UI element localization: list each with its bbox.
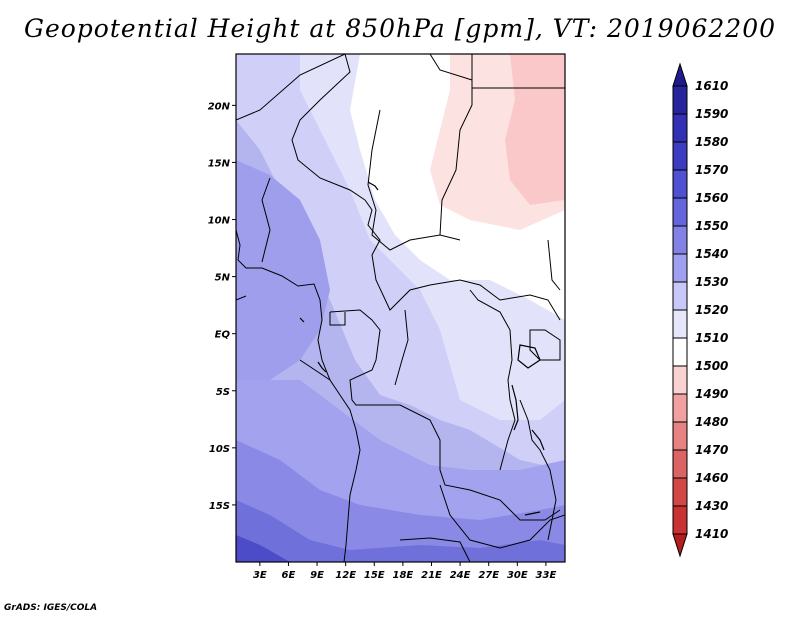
map-frame: [236, 54, 565, 562]
colorbar-swatch: [672, 141, 688, 171]
field-1560-band: [236, 500, 565, 562]
lon-label: 12E: [335, 570, 356, 581]
lon-label: 6E: [282, 570, 296, 581]
colorbar-swatch: [672, 197, 688, 227]
lon-label: 3E: [253, 570, 267, 581]
colorbar-label: 1520: [695, 303, 728, 317]
lat-label: 10N: [208, 216, 231, 227]
colorbar-swatch: [672, 337, 688, 367]
colorbar-label: 1460: [695, 471, 728, 485]
lat-label: EQ: [215, 330, 231, 341]
colorbar-label: 1590: [695, 107, 728, 121]
colorbar-swatch: [672, 169, 688, 199]
colorbar-label: 1470: [695, 443, 728, 457]
colorbar-swatch: [672, 365, 688, 395]
lon-label: 33E: [536, 570, 557, 581]
chart-title: Geopotential Height at 850hPa [gpm], VT:…: [23, 14, 777, 43]
lon-label: 18E: [393, 570, 414, 581]
field-1480-band: [505, 54, 565, 205]
colorbar-label: 1560: [695, 191, 728, 205]
colorbar-label: 1570: [695, 163, 728, 177]
lon-label: 24E: [450, 570, 471, 581]
colorbar-swatch: [672, 309, 688, 339]
colorbar-swatch: [672, 85, 688, 115]
lon-label: 30E: [507, 570, 528, 581]
longitude-axis: 3E 6E 9E 12E 15E 18E 21E 24E 27E 30E 33E: [253, 562, 557, 581]
lakes: [299, 181, 545, 516]
colorbar-label: 1510: [695, 331, 728, 345]
colorbar-swatch: [672, 421, 688, 451]
colorbar-label: 1550: [695, 219, 728, 233]
colorbar-label: 1480: [695, 415, 728, 429]
colorbar: 1610 1590 1580 1570 1560 1550 1540 1530 1520 1510…: [672, 62, 728, 558]
lat-label: 5N: [215, 273, 231, 284]
map-border: [235, 53, 566, 563]
lon-label: 21E: [421, 570, 442, 581]
lat-label: 20N: [208, 101, 231, 112]
colorbar-swatch: [672, 477, 688, 507]
colorbar-bottom-cap: [672, 533, 688, 558]
colorbar-top-cap: [672, 62, 688, 87]
colorbar-swatch: [672, 281, 688, 311]
lat-label: 5S: [216, 387, 230, 398]
latitude-axis: 20N 15N 10N 5N EQ 5S 10S 15S: [208, 101, 236, 512]
colorbar-label: 1430: [695, 499, 728, 513]
credit-label: GrADS: IGES/COLA: [4, 603, 98, 613]
colorbar-label: 1580: [695, 135, 728, 149]
lon-label: 27E: [478, 570, 499, 581]
colorbar-label: 1530: [695, 275, 728, 289]
colorbar-label: 1410: [695, 527, 728, 541]
colorbar-swatch: [672, 225, 688, 255]
field-1570-band: [236, 535, 290, 562]
colorbar-label: 1610: [695, 79, 728, 93]
colorbar-swatch: [672, 505, 688, 535]
lat-label: 15S: [209, 501, 230, 512]
field-1540-band-west: [236, 160, 330, 380]
colorbar-label: 1500: [695, 359, 728, 373]
field-1550-band: [236, 440, 565, 562]
lon-label: 9E: [310, 570, 324, 581]
colorbar-swatch: [672, 449, 688, 479]
colorbar-label: 1490: [695, 387, 728, 401]
colorbar-swatch: [672, 113, 688, 143]
lat-label: 10S: [209, 444, 230, 455]
borders: [236, 54, 565, 562]
lon-label: 15E: [364, 570, 385, 581]
lat-label: 15N: [208, 158, 231, 169]
colorbar-swatch: [672, 253, 688, 283]
colorbar-swatch: [672, 393, 688, 423]
colorbar-label: 1540: [695, 247, 728, 261]
